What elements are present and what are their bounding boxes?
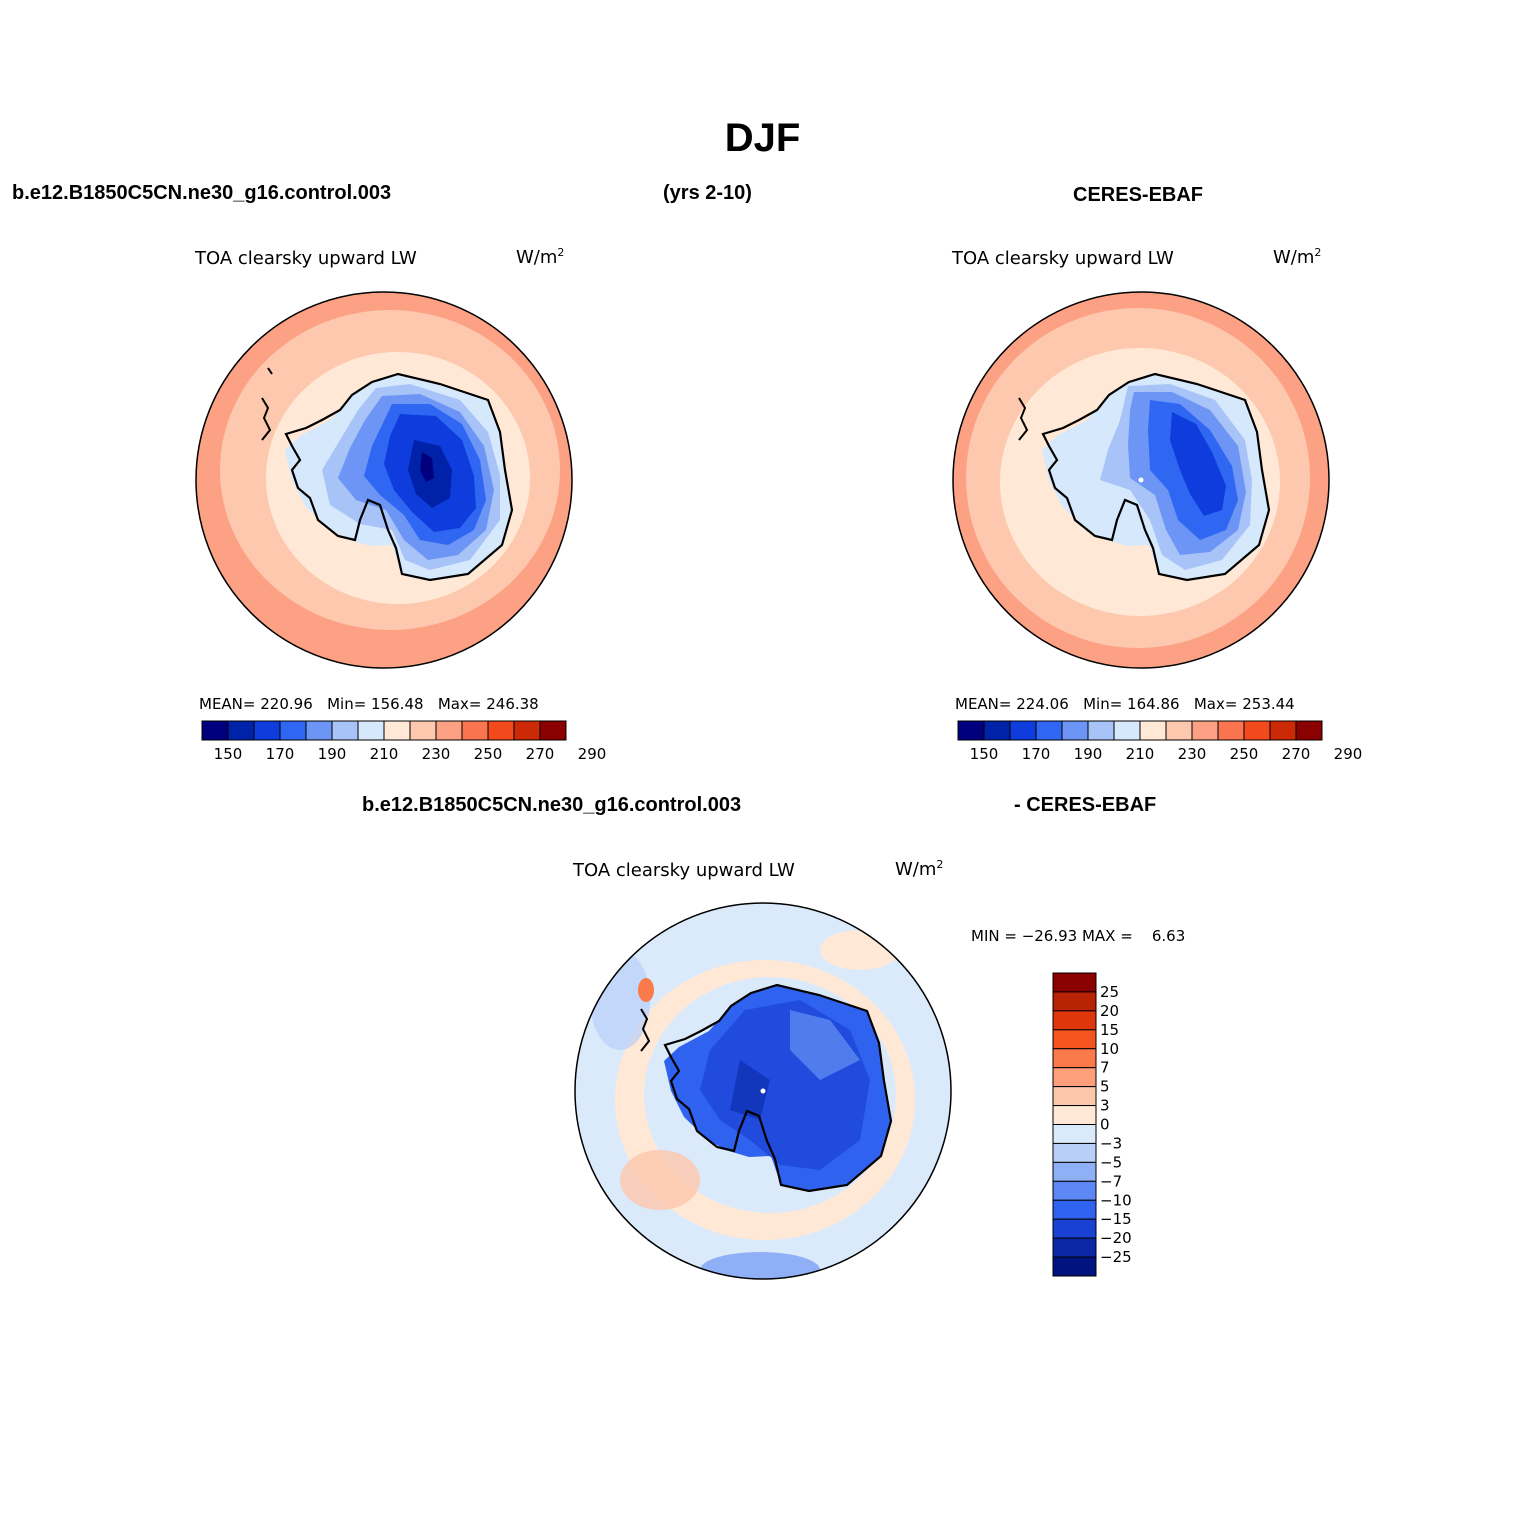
colorbar-tick-label: 25 <box>1100 983 1119 1001</box>
model-map <box>196 292 572 668</box>
model-case-header: b.e12.B1850C5CN.ne30_g16.control.003 <box>12 182 392 204</box>
colorbar-swatch <box>253 720 281 741</box>
colorbar-swatch <box>1052 1029 1097 1050</box>
colorbar-swatch <box>1243 720 1271 741</box>
colorbar-swatch <box>1061 720 1089 741</box>
colorbar-tick-label: 190 <box>318 745 347 763</box>
diff-panel-units: W/m2 <box>895 858 944 880</box>
colorbar-tick-label: 5 <box>1100 1078 1110 1096</box>
colorbar-tick-label: 210 <box>1126 745 1155 763</box>
colorbar-swatch <box>1052 1086 1097 1107</box>
colorbar-swatch <box>201 720 229 741</box>
colorbar-swatch <box>1217 720 1245 741</box>
colorbar-tick-label: 210 <box>370 745 399 763</box>
colorbar-swatch <box>1052 991 1097 1012</box>
colorbar-tick-label: −5 <box>1100 1153 1122 1171</box>
colorbar-tick-label: −15 <box>1100 1210 1132 1228</box>
colorbar-tick-label: −3 <box>1100 1134 1122 1152</box>
colorbar-swatch <box>1052 972 1097 993</box>
colorbar-swatch <box>1052 1067 1097 1088</box>
obs-panel-variable: TOA clearsky upward LW <box>952 248 1174 269</box>
colorbar-swatch <box>1052 1048 1097 1069</box>
colorbar-tick-label: 3 <box>1100 1097 1110 1115</box>
colorbar-swatch <box>1087 720 1115 741</box>
colorbar-tick-label: 250 <box>1230 745 1259 763</box>
obs-colorbar: 150 170 190 210 230 250 270 290 <box>957 720 1363 763</box>
colorbar-swatch <box>487 720 515 741</box>
colorbar-swatch <box>461 720 489 741</box>
obs-stats: MEAN= 224.06 Min= 164.86 Max= 253.44 <box>955 695 1295 713</box>
colorbar-tick-label: 10 <box>1100 1040 1119 1058</box>
colorbar-swatch <box>409 720 437 741</box>
colorbar-tick-label: −10 <box>1100 1191 1132 1209</box>
colorbar-tick-label: 150 <box>214 745 243 763</box>
colorbar-swatch <box>1052 1237 1097 1258</box>
diff-case-header: b.e12.B1850C5CN.ne30_g16.control.003 <box>362 794 742 816</box>
model-panel-units: W/m2 <box>516 246 565 268</box>
colorbar-swatch <box>1035 720 1063 741</box>
colorbar-swatch <box>1052 1161 1097 1182</box>
colorbar-tick-label: 230 <box>1178 745 1207 763</box>
colorbar-tick-label: 250 <box>474 745 503 763</box>
colorbar-swatch <box>957 720 985 741</box>
colorbar-swatch <box>1052 1142 1097 1163</box>
colorbar-swatch <box>1191 720 1219 741</box>
diff-panel-variable: TOA clearsky upward LW <box>573 860 795 881</box>
colorbar-tick-label: 170 <box>266 745 295 763</box>
colorbar-swatch <box>1052 1256 1097 1277</box>
colorbar-tick-label: 7 <box>1100 1059 1110 1077</box>
colorbar-tick-label: 0 <box>1100 1116 1110 1134</box>
colorbar-swatch <box>1052 1105 1097 1125</box>
colorbar-tick-label: −7 <box>1100 1172 1122 1190</box>
colorbar-swatch <box>357 720 385 741</box>
colorbar-swatch <box>1052 1180 1097 1201</box>
colorbar-swatch <box>1165 720 1193 741</box>
colorbar-tick-label: 170 <box>1022 745 1051 763</box>
colorbar-tick-label: 270 <box>526 745 555 763</box>
colorbar-tick-label: 190 <box>1074 745 1103 763</box>
colorbar-tick-label: −20 <box>1100 1229 1132 1247</box>
colorbar-swatch <box>1052 1010 1097 1031</box>
diff-obs-header: - CERES-EBAF <box>1014 794 1157 816</box>
colorbar-swatch <box>331 720 359 741</box>
model-panel-variable: TOA clearsky upward LW <box>195 248 417 269</box>
colorbar-swatch <box>1113 720 1141 741</box>
model-stats: MEAN= 220.96 Min= 156.48 Max= 246.38 <box>199 695 539 713</box>
colorbar-swatch <box>305 720 333 741</box>
colorbar-swatch <box>383 720 411 741</box>
colorbar-swatch <box>1139 720 1167 741</box>
difference-map <box>575 903 951 1279</box>
colorbar-swatch <box>1269 720 1297 741</box>
colorbar-swatch <box>983 720 1011 741</box>
obs-map <box>953 292 1329 668</box>
colorbar-tick-label: 270 <box>1282 745 1311 763</box>
years-header: (yrs 2-10) <box>663 182 752 204</box>
colorbar-tick-label: −25 <box>1100 1248 1132 1266</box>
colorbar-tick-label: 290 <box>1334 745 1363 763</box>
colorbar-swatch <box>1052 1199 1097 1220</box>
colorbar-swatch <box>435 720 463 741</box>
colorbar-tick-label: 20 <box>1100 1002 1119 1020</box>
colorbar-swatch <box>279 720 307 741</box>
obs-panel-units: W/m2 <box>1273 246 1322 268</box>
figure-title: DJF <box>724 116 801 160</box>
colorbar-tick-label: 290 <box>578 745 607 763</box>
colorbar-swatch <box>1052 1124 1097 1144</box>
colorbar-tick-label: 150 <box>970 745 999 763</box>
colorbar-swatch <box>539 720 567 741</box>
colorbar-swatch <box>1295 720 1323 741</box>
model-colorbar: 150 170 190 210 230 250 270 290 <box>201 720 607 763</box>
colorbar-swatch <box>227 720 255 741</box>
colorbar-tick-label: 15 <box>1100 1021 1119 1039</box>
colorbar-swatch <box>1052 1218 1097 1239</box>
colorbar-tick-label: 230 <box>422 745 451 763</box>
obs-header: CERES-EBAF <box>1073 184 1204 206</box>
colorbar-swatch <box>513 720 541 741</box>
colorbar-swatch <box>1009 720 1037 741</box>
diff-minmax: MIN = −26.93 MAX = 6.63 <box>971 927 1186 945</box>
